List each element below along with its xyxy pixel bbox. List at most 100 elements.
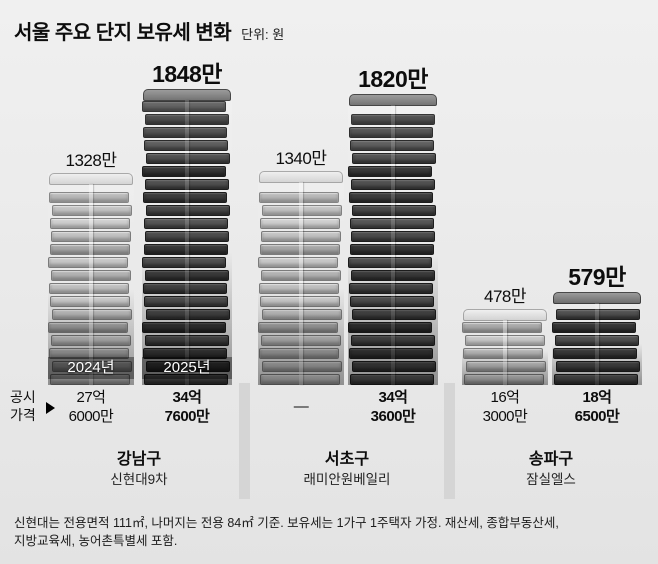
- banknote: [259, 192, 339, 203]
- banknote: [463, 348, 543, 359]
- banknote: [146, 309, 230, 320]
- official-price-line: 16억: [490, 389, 521, 406]
- banknote: [350, 244, 434, 255]
- bundle-top: [259, 171, 343, 183]
- banknote: [556, 361, 640, 372]
- bundle-top: [143, 89, 231, 101]
- banknote: [50, 296, 130, 307]
- banknote: [144, 296, 228, 307]
- banknote: [351, 270, 435, 281]
- banknote: [146, 153, 230, 164]
- district-label: 강남구: [116, 451, 162, 468]
- banknote: [50, 244, 130, 255]
- complex-label: 잠실엘스: [526, 472, 576, 487]
- banknote: [144, 374, 228, 385]
- banknote: [144, 218, 228, 229]
- banknote: [258, 257, 338, 268]
- year-label: 2025년: [142, 357, 232, 379]
- unit-label: 단위: 원: [241, 27, 285, 42]
- official-price: 16억 3000만: [446, 388, 564, 426]
- banknote: [348, 166, 432, 177]
- banknote: [553, 348, 637, 359]
- banknote: [350, 374, 434, 385]
- banknote: [51, 231, 131, 242]
- banknote: [262, 309, 342, 320]
- banknote: [462, 322, 542, 333]
- banknote: [259, 283, 339, 294]
- money-stack: [258, 171, 344, 385]
- banknote: [145, 114, 229, 125]
- banknote: [50, 218, 130, 229]
- district-label: 서초구: [324, 451, 370, 468]
- money-stack: [552, 292, 642, 385]
- money-stack: 2024년: [48, 173, 134, 385]
- banknote: [556, 309, 640, 320]
- group-divider: [444, 383, 455, 499]
- tax-value-label: 1340만: [275, 149, 327, 168]
- year-label: 2024년: [48, 357, 134, 379]
- money-stack: [348, 94, 438, 385]
- banknote: [349, 348, 433, 359]
- banknote: [261, 231, 341, 242]
- district-label: 송파구: [528, 451, 574, 468]
- banknote: [145, 231, 229, 242]
- bundle-top: [49, 173, 133, 185]
- money-stack: [462, 309, 548, 385]
- banknote: [260, 218, 340, 229]
- banknote: [145, 179, 229, 190]
- banknote: [52, 361, 132, 372]
- official-price-line: 3000만: [482, 408, 528, 425]
- banknote: [348, 257, 432, 268]
- banknote: [49, 283, 129, 294]
- banknote: [51, 270, 131, 281]
- banknote: [260, 374, 340, 385]
- banknote: [348, 322, 432, 333]
- footnote: 신현대는 전용면적 111㎡, 나머지는 전용 84㎡ 기준. 보유세는 1가구…: [14, 514, 648, 550]
- banknote: [52, 309, 132, 320]
- banknote: [48, 322, 128, 333]
- banknote: [143, 283, 227, 294]
- banknote: [49, 348, 129, 359]
- banknote: [50, 374, 130, 385]
- money-stack: 2025년: [142, 89, 232, 385]
- complex-label: 래미안원베일리: [303, 472, 391, 487]
- banknote: [465, 335, 545, 346]
- banknote: [349, 283, 433, 294]
- official-price-line: —: [293, 398, 309, 415]
- page-title: 서울 주요 단지 보유세 변화: [14, 22, 232, 44]
- complex-label: 신현대9차: [110, 472, 168, 487]
- official-price-line: 34억: [378, 389, 409, 406]
- official-price: 34억 7600만: [126, 388, 248, 426]
- official-price-line: 18억: [582, 389, 613, 406]
- banknote: [351, 335, 435, 346]
- official-price: —: [242, 388, 360, 416]
- banknote: [51, 335, 131, 346]
- banknote: [350, 218, 434, 229]
- banknote: [464, 374, 544, 385]
- official-price-line: 6500만: [574, 408, 620, 425]
- banknote: [142, 322, 226, 333]
- banknote: [144, 140, 228, 151]
- banknote: [350, 140, 434, 151]
- bundle-top: [349, 94, 437, 106]
- footnote-line: 신현대는 전용면적 111㎡, 나머지는 전용 84㎡ 기준. 보유세는 1가구…: [14, 516, 559, 530]
- tax-value-label: 1820만: [358, 66, 428, 92]
- banknote: [260, 244, 340, 255]
- banknote: [350, 296, 434, 307]
- tax-value-label: 478만: [483, 287, 527, 306]
- banknote: [142, 101, 226, 112]
- banknote: [349, 192, 433, 203]
- banknote: [142, 257, 226, 268]
- banknote: [351, 114, 435, 125]
- official-price-line: 34억: [172, 389, 203, 406]
- group-divider: [239, 383, 250, 499]
- banknote: [259, 348, 339, 359]
- bundle-top: [553, 292, 641, 304]
- banknote: [146, 361, 230, 372]
- tax-value-label: 579만: [568, 264, 626, 290]
- banknote: [258, 322, 338, 333]
- banknote: [466, 361, 546, 372]
- tax-value-label: 1328만: [65, 151, 117, 170]
- tax-value-label: 1848만: [152, 61, 222, 87]
